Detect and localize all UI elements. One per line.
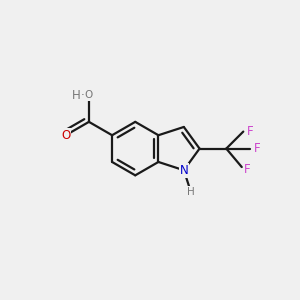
Text: O: O: [85, 90, 93, 100]
Text: F: F: [247, 125, 253, 138]
Text: H: H: [72, 88, 80, 102]
Text: H: H: [187, 187, 195, 197]
Text: O: O: [61, 129, 70, 142]
Text: F: F: [254, 142, 261, 155]
Text: F: F: [244, 163, 250, 176]
Text: ·: ·: [81, 88, 85, 102]
Text: N: N: [179, 164, 188, 177]
